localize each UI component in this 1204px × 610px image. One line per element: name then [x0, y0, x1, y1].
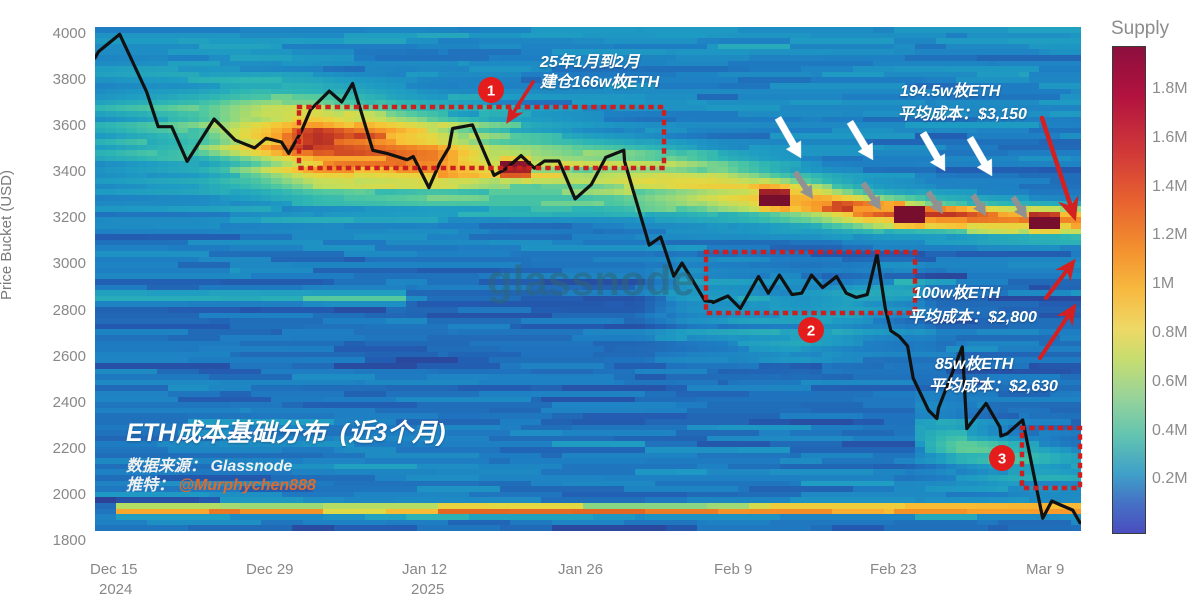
svg-text:3: 3 — [998, 451, 1006, 468]
svg-text:1: 1 — [487, 83, 495, 100]
svg-text:2: 2 — [807, 323, 815, 340]
